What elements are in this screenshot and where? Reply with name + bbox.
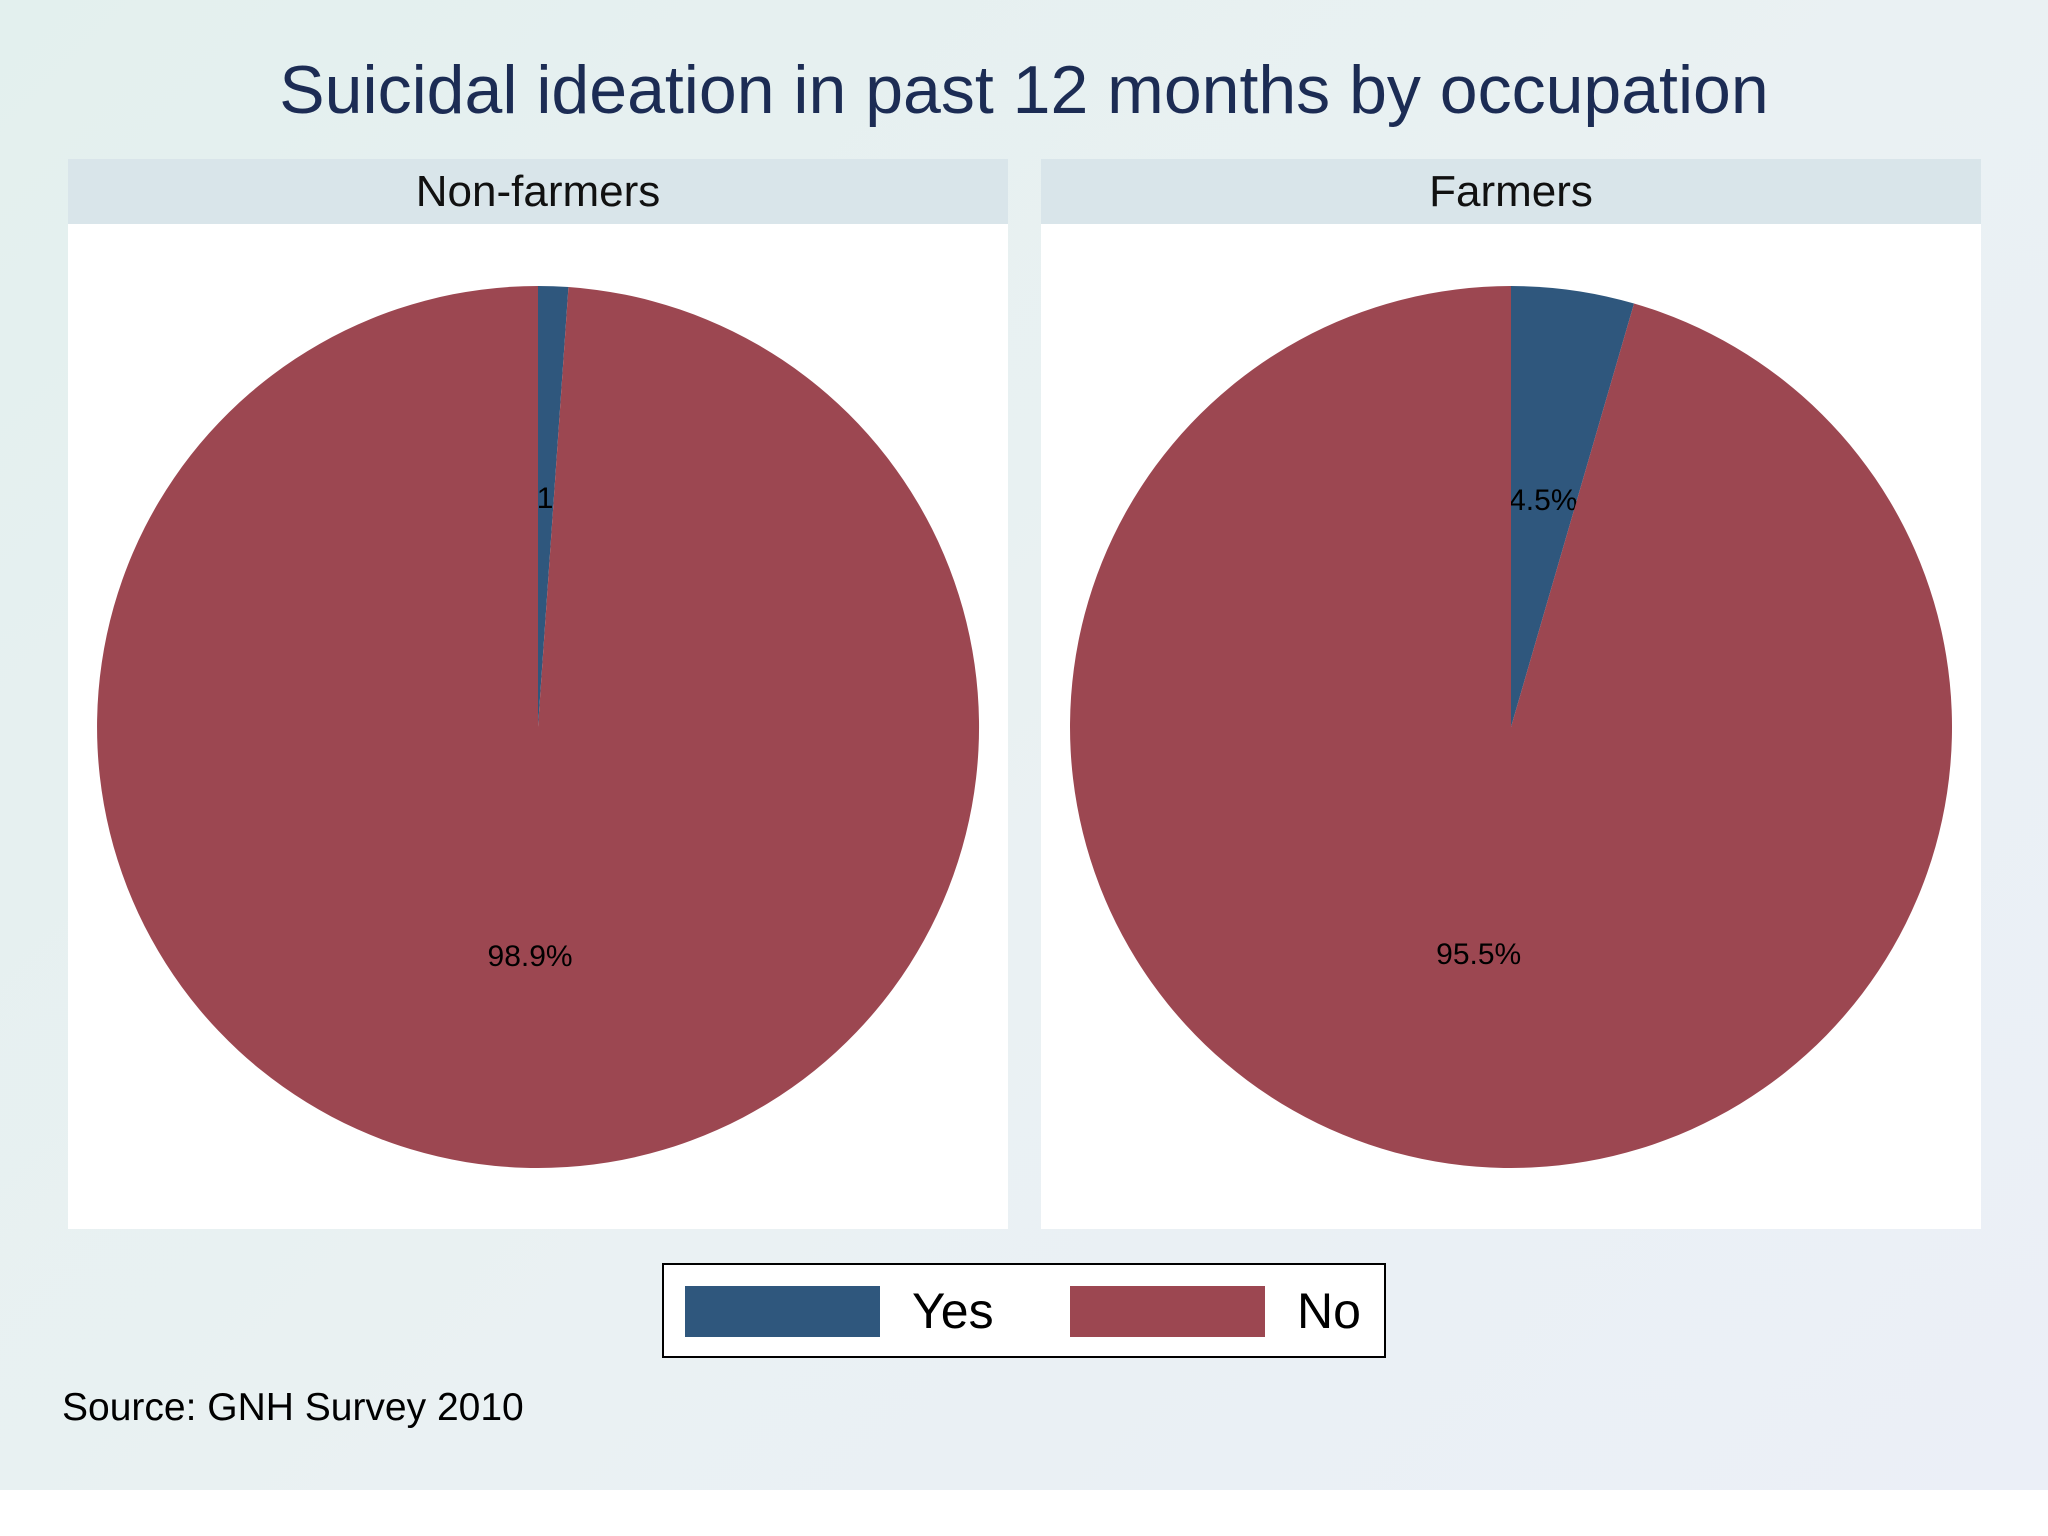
pie-slice-no [1070,286,1953,1168]
legend-swatch-yes [685,1286,880,1337]
slice-label-yes: 4.5% [1509,484,1577,517]
pie-slice-no [97,286,980,1168]
pie-chart-farmers: 4.5% 95.5% [1070,286,1953,1168]
pie-slice-yes [538,286,569,727]
panel-title-non-farmers: Non-farmers [68,159,1008,224]
legend: Yes No [662,1263,1386,1358]
panel-non-farmers: Non-farmers 1.1% 98.9% [68,159,1008,1229]
pie-chart-non-farmers: 1.1%98.9% [97,286,980,1168]
source-note: Source: GNH Survey 2010 [62,1386,524,1429]
slice-label-no: 95.5% [1436,938,1521,971]
chart-title: Suicidal ideation in past 12 months by o… [279,52,1769,128]
legend-swatch-no [1070,1286,1265,1337]
legend-label-yes: Yes [912,1283,994,1339]
legend-label-no: No [1297,1283,1361,1339]
pie-slice-yes [1511,286,1635,727]
panel-farmers: Farmers 4.5% 95.5% [1041,159,1981,1229]
panel-title-farmers: Farmers [1041,159,1981,224]
slice-label-no: 98.9% [488,940,573,973]
